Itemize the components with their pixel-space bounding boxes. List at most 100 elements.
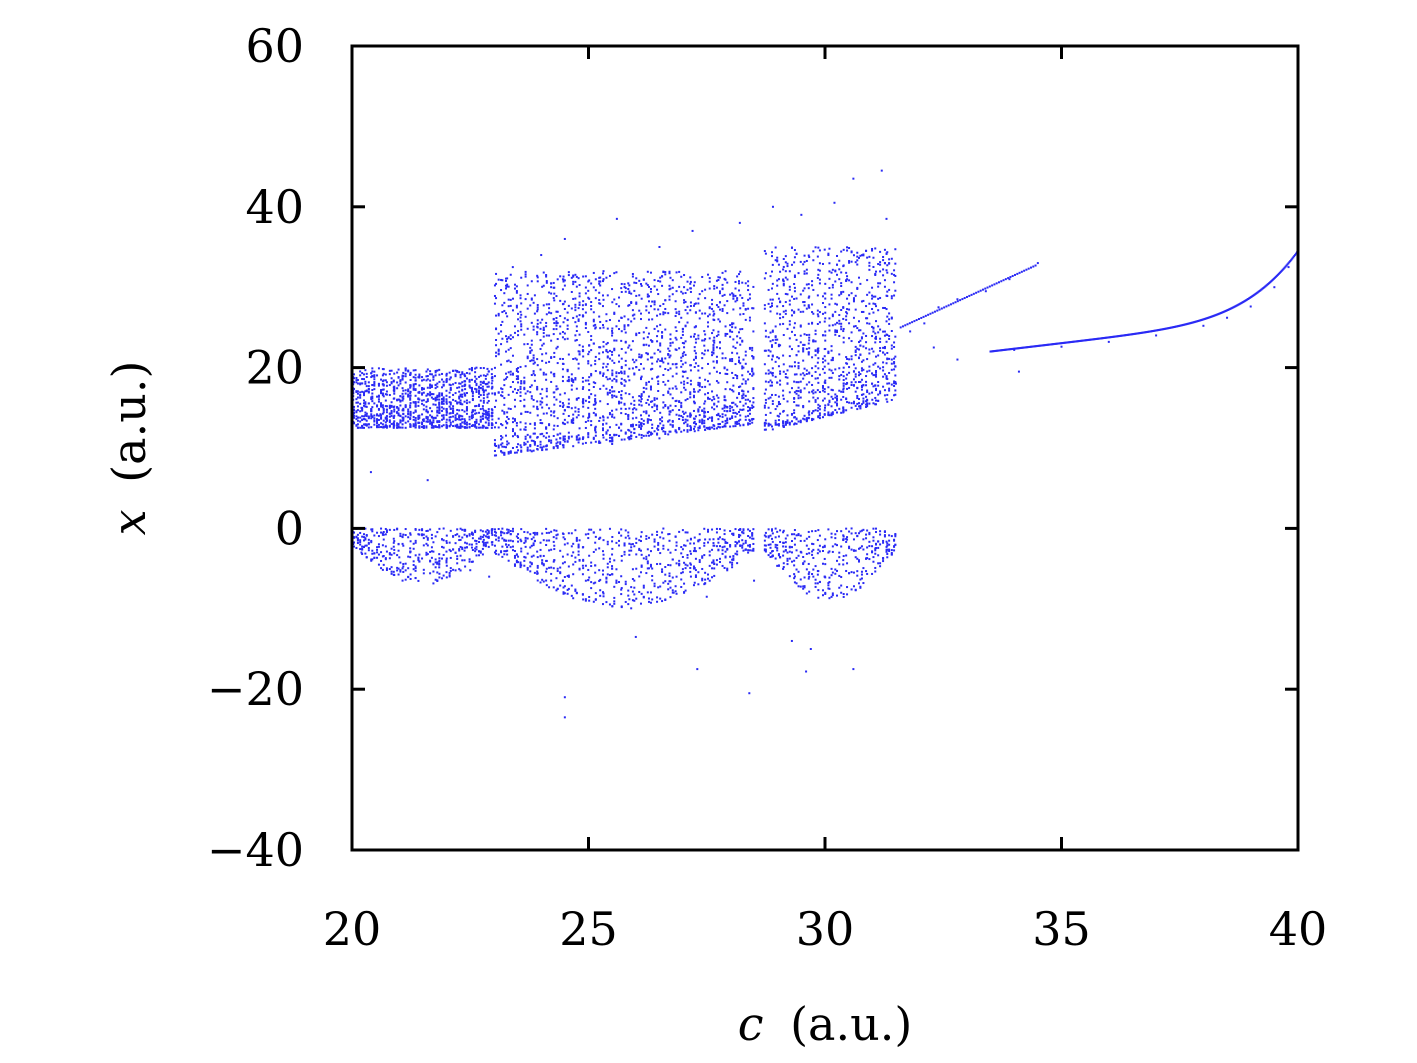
- scatter-point: [409, 425, 412, 428]
- scatter-point: [734, 552, 737, 555]
- scatter-point: [821, 262, 824, 265]
- scatter-point: [738, 540, 741, 543]
- scatter-point: [793, 529, 796, 532]
- scatter-point: [638, 395, 641, 398]
- scatter-point: [530, 280, 533, 283]
- scatter-point: [793, 422, 796, 425]
- scatter-point: [763, 304, 766, 307]
- scatter-point: [779, 541, 782, 544]
- scatter-point: [533, 571, 536, 574]
- scatter-point: [590, 308, 593, 311]
- scatter-point: [764, 388, 767, 391]
- scatter-point: [779, 317, 782, 320]
- scatter-point: [701, 418, 704, 421]
- scatter-point: [712, 560, 715, 563]
- scatter-point: [536, 326, 539, 329]
- scatter-point: [364, 405, 367, 408]
- scatter-point: [594, 323, 597, 326]
- scatter-point: [572, 551, 575, 554]
- scatter-point: [517, 381, 520, 384]
- scatter-point: [817, 273, 820, 276]
- scatter-point: [575, 591, 578, 594]
- scatter-point: [553, 548, 556, 551]
- scatter-point: [623, 324, 626, 327]
- scatter-point: [426, 368, 429, 371]
- scatter-point: [828, 262, 831, 265]
- scatter-point: [776, 356, 779, 359]
- scatter-point: [717, 318, 720, 321]
- scatter-point: [795, 338, 798, 341]
- scatter-point: [479, 420, 482, 423]
- scatter-point: [828, 587, 831, 590]
- scatter-point: [818, 321, 821, 324]
- scatter-point: [811, 374, 814, 377]
- scatter-point: [808, 306, 811, 309]
- scatter-point: [662, 547, 665, 550]
- scatter-point: [384, 533, 387, 536]
- scatter-point: [732, 532, 735, 535]
- scatter-point: [434, 396, 437, 399]
- scatter-point: [459, 569, 462, 572]
- scatter-point: [790, 546, 793, 549]
- scatter-point: [582, 558, 585, 561]
- scatter-point: [355, 546, 358, 549]
- scatter-point: [639, 414, 642, 417]
- scatter-point: [724, 422, 727, 425]
- scatter-point: [708, 313, 711, 316]
- scatter-point: [581, 387, 584, 390]
- scatter-point: [468, 423, 471, 426]
- scatter-point: [361, 409, 364, 412]
- scatter-point: [572, 358, 575, 361]
- scatter-point: [454, 419, 457, 422]
- scatter-point: [562, 422, 565, 425]
- scatter-point: [412, 376, 415, 379]
- scatter-point: [623, 403, 626, 406]
- scatter-point: [790, 348, 793, 351]
- scatter-point: [647, 414, 650, 417]
- scatter-point: [729, 405, 732, 408]
- scatter-point: [717, 276, 720, 279]
- scatter-point: [738, 533, 741, 536]
- scatter-point: [782, 305, 785, 308]
- scatter-point: [381, 568, 384, 571]
- scatter-point: [653, 397, 656, 400]
- scatter-point: [436, 385, 439, 388]
- scatter-point: [588, 414, 591, 417]
- scatter-point: [683, 351, 686, 354]
- scatter-point: [828, 581, 831, 584]
- scatter-point: [486, 411, 489, 414]
- scatter-point: [827, 403, 830, 406]
- scatter-point: [581, 376, 584, 379]
- scatter-point: [793, 283, 796, 286]
- scatter-point: [764, 413, 767, 416]
- scatter-point: [669, 276, 672, 279]
- scatter-point: [584, 598, 587, 601]
- scatter-point: [524, 365, 527, 368]
- scatter-point: [542, 329, 545, 332]
- scatter-point: [738, 528, 741, 531]
- scatter-point: [536, 306, 539, 309]
- scatter-point: [475, 390, 478, 393]
- scatter-point: [718, 308, 721, 311]
- scatter-point: [711, 561, 714, 564]
- scatter-point: [471, 416, 474, 419]
- scatter-point: [561, 562, 564, 565]
- scatter-point: [429, 373, 432, 376]
- scatter-point: [656, 325, 659, 328]
- scatter-point: [697, 383, 700, 386]
- scatter-point: [482, 409, 485, 412]
- scatter-point: [458, 568, 461, 571]
- scatter-point: [478, 405, 481, 408]
- scatter-point: [659, 323, 662, 326]
- scatter-point: [708, 538, 711, 541]
- scatter-point: [572, 379, 575, 382]
- scatter-point: [475, 548, 478, 551]
- scatter-point: [567, 271, 570, 274]
- scatter-point: [474, 380, 477, 383]
- scatter-point: [572, 280, 575, 283]
- scatter-point: [684, 353, 687, 356]
- scatter-point: [683, 422, 686, 425]
- scatter-point: [574, 556, 577, 559]
- scatter-point: [456, 412, 459, 415]
- scatter-point: [364, 537, 367, 540]
